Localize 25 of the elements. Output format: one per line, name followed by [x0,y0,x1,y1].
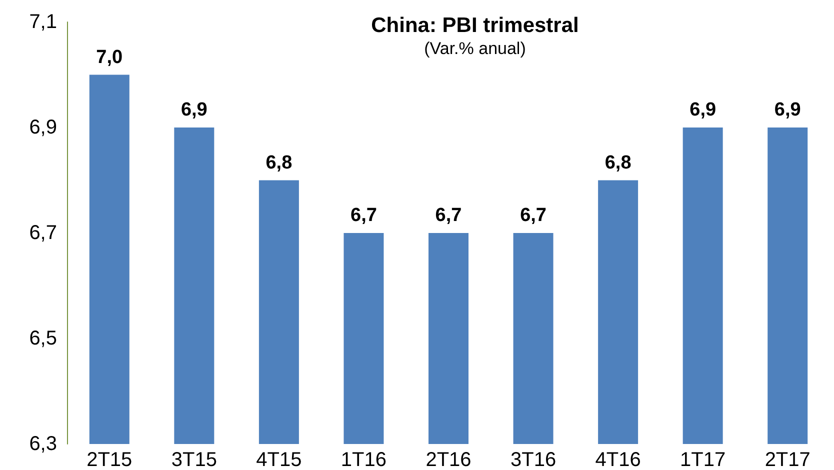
x-tick-label: 2T17 [764,449,810,470]
x-tick-label: 3T16 [510,449,556,470]
x-tick-label: 3T15 [171,449,217,470]
y-tick-label: 7,1 [29,11,57,33]
data-label: 6,7 [350,205,377,226]
data-label: 6,8 [604,152,632,174]
x-tick-label: 4T16 [595,449,641,470]
y-tick-label: 6,3 [29,433,57,455]
x-tick-label: 1T17 [680,449,726,470]
x-tick-label: 2T15 [86,449,132,470]
data-label: 6,7 [520,205,546,226]
x-tick-label: 4T15 [256,449,302,470]
x-tick-label: 1T16 [340,449,387,470]
data-label: 6,9 [690,100,716,120]
text: (Var.% anual) [424,39,526,58]
data-label: 6,7 [435,205,462,226]
y-tick-label: 6,7 [29,222,57,244]
y-tick-label: 6,5 [29,328,57,350]
data-label: 6,8 [266,152,292,174]
y-tick-label: 6,9 [29,116,57,138]
x-tick-label: 2T16 [426,449,472,470]
data-label: 6,9 [774,100,801,120]
data-label: 7,0 [96,46,123,68]
data-label: 6,9 [180,100,208,120]
chart-title: China: PBI trimestral [371,14,579,37]
